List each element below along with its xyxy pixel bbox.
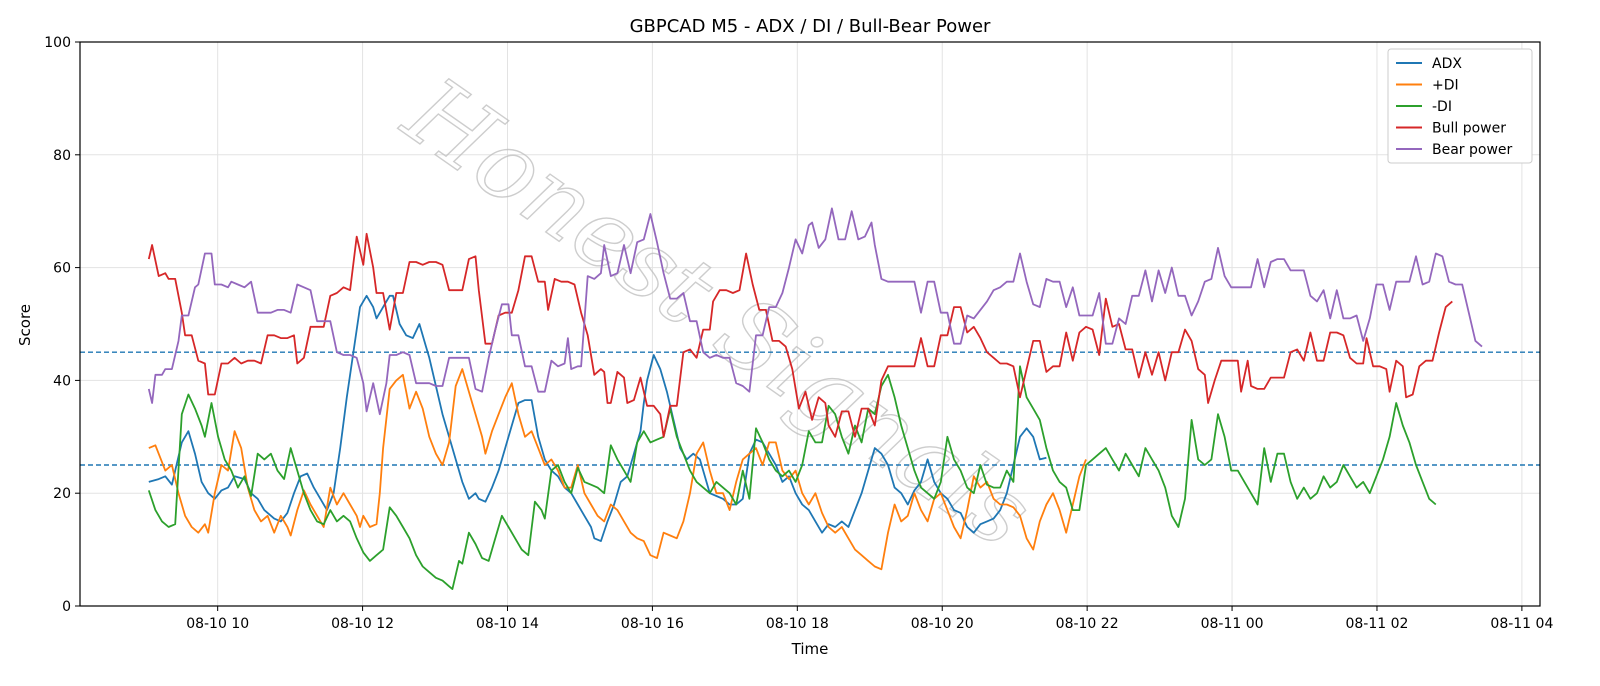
series-line--di	[147, 365, 1437, 590]
legend-label: Bear power	[1432, 142, 1513, 158]
y-tick-label: 100	[44, 35, 71, 51]
y-tick-label: 0	[62, 599, 71, 615]
x-tick-label: 08-10 18	[766, 616, 829, 632]
legend-label: Bull power	[1432, 121, 1506, 137]
y-axis: 0 20 40 60 80 100	[44, 35, 80, 615]
x-tick-label: 08-11 04	[1490, 616, 1553, 632]
plot-frame	[79, 41, 1541, 607]
legend-box	[1387, 48, 1533, 164]
x-tick-label: 08-10 16	[621, 616, 684, 632]
series-line-bull-power	[147, 232, 1453, 438]
series-line--di	[148, 368, 1087, 571]
x-tick-label: 08-10 22	[1056, 616, 1119, 632]
y-tick-label: 60	[53, 261, 71, 277]
x-axis: 08-10 10 08-10 12 08-10 14 08-10 16 08-10 18…	[186, 606, 1553, 632]
series-line-bear-power	[147, 207, 1483, 416]
y-tick-label: 20	[53, 486, 71, 502]
y-tick-label: 80	[53, 148, 71, 164]
legend-label: +DI	[1432, 78, 1459, 94]
y-axis-label: Score	[16, 304, 34, 346]
series-group	[147, 207, 1483, 590]
series-line-adx	[148, 294, 1047, 542]
reference-lines	[80, 351, 1540, 466]
x-tick-label: 08-10 14	[476, 616, 539, 632]
x-tick-label: 08-11 02	[1345, 616, 1408, 632]
legend-label: ADX	[1432, 56, 1462, 72]
legend-label: -DI	[1432, 99, 1452, 115]
x-tick-label: 08-11 00	[1201, 616, 1264, 632]
x-axis-label: Time	[791, 640, 829, 658]
y-tick-label: 40	[53, 373, 71, 389]
legend: ADX +DI -DI Bull power Bear power	[1387, 48, 1533, 164]
x-tick-label: 08-10 20	[911, 616, 974, 632]
chart-title: GBPCAD M5 - ADX / DI / Bull-Bear Power	[630, 16, 991, 37]
x-tick-label: 08-10 12	[331, 616, 394, 632]
x-tick-label: 08-10 10	[186, 616, 249, 632]
